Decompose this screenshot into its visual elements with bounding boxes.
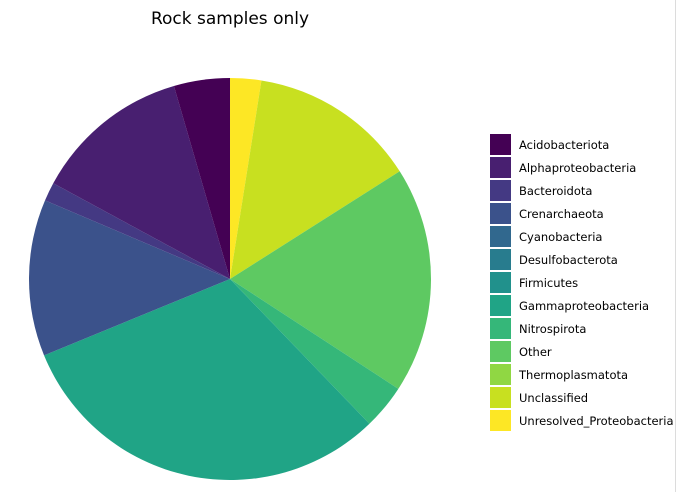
legend-swatch-firmicutes (490, 272, 511, 293)
legend-swatch-acidobacteriota (490, 134, 511, 155)
window-edge (675, 0, 676, 492)
legend-swatch-bacteroidota (490, 180, 511, 201)
pie-slice-gammaproteobacteria (44, 279, 370, 480)
legend-label-acidobacteriota: Acidobacteriota (519, 138, 609, 152)
chart-title: Rock samples only (151, 9, 309, 29)
pie-slice-unclassified (230, 80, 400, 279)
legend-swatch-nitrospirota (490, 318, 511, 339)
legend-label-other: Other (519, 345, 552, 359)
pie-slice-acidobacteriota (173, 78, 230, 279)
legend-swatch-desulfobacterota (490, 249, 511, 270)
legend-label-nitrospirota: Nitrospirota (519, 322, 586, 336)
pie-slice-unresolved-proteobacteria (230, 78, 262, 279)
legend-label-thermoplasmatota: Thermoplasmatota (518, 368, 628, 382)
legend-swatch-unresolved-proteobacteria (490, 410, 511, 431)
pie-slice-bacteroidota (45, 183, 230, 279)
legend-label-bacteroidota: Bacteroidota (519, 184, 592, 198)
legend-swatch-unclassified (490, 387, 511, 408)
pie-slices (28, 78, 431, 480)
legend-label-alphaproteobacteria: Alphaproteobacteria (519, 161, 636, 175)
legend-swatch-gammaproteobacteria (490, 295, 511, 316)
legend-swatch-crenarchaeota (490, 203, 511, 224)
pie-slice-nitrospirota (230, 279, 399, 424)
legend-label-desulfobacterota: Desulfobacterota (519, 253, 618, 267)
legend-swatch-cyanobacteria (490, 226, 511, 247)
legend-label-crenarchaeota: Crenarchaeota (519, 207, 604, 221)
legend-swatch-thermoplasmatota (490, 364, 511, 385)
legend-swatch-other (490, 341, 511, 362)
legend-label-gammaproteobacteria: Gammaproteobacteria (519, 299, 649, 313)
pie-slice-crenarchaeota (28, 200, 230, 356)
legend-label-unresolved-proteobacteria: Unresolved_Proteobacteria (519, 414, 674, 428)
legend-label-firmicutes: Firmicutes (519, 276, 578, 290)
legend: Acidobacteriota Alphaproteobacteria Bacter… (490, 134, 674, 431)
legend-label-cyanobacteria: Cyanobacteria (519, 230, 602, 244)
legend-label-unclassified: Unclassified (519, 391, 588, 405)
legend-swatch-alphaproteobacteria (490, 157, 511, 178)
pie-slice-other (230, 171, 431, 389)
pie-slice-alphaproteobacteria (53, 85, 231, 279)
